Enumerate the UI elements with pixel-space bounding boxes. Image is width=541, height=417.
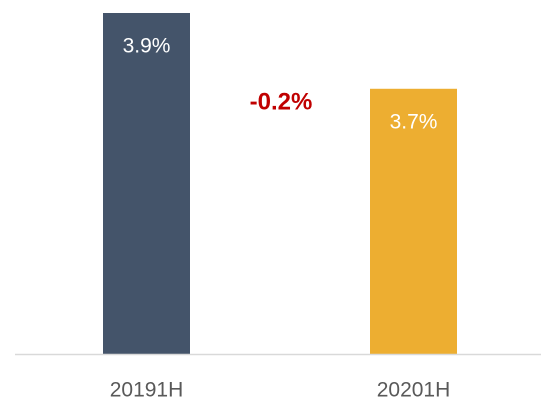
change-annotation: -0.2% [250,88,313,115]
bar [370,88,457,355]
x-tick-label: 20191H [110,379,184,402]
bar [103,13,190,354]
value-label: 3.9% [123,35,171,58]
value-label: 3.7% [390,110,438,133]
x-tick-label: 20201H [377,379,451,402]
